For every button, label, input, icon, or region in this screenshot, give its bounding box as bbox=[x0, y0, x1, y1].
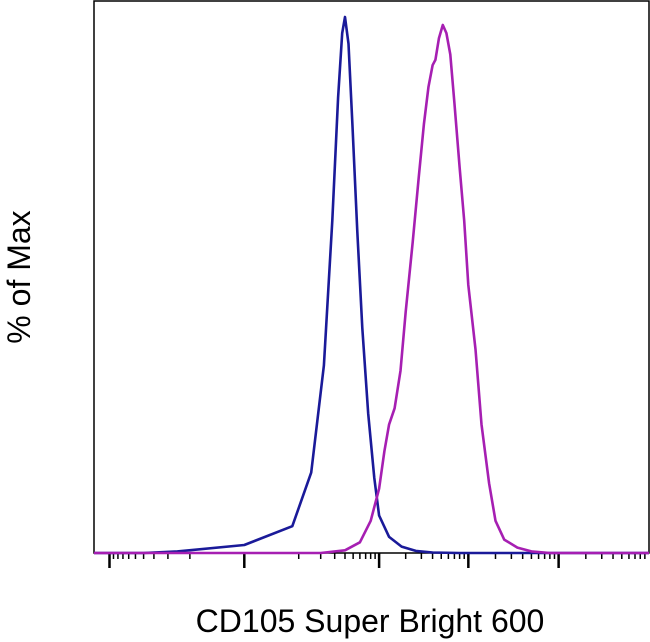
plot-frame bbox=[93, 0, 650, 554]
series-curves bbox=[94, 15, 649, 555]
series-line-2 bbox=[94, 23, 649, 555]
x-axis-label: CD105 Super Bright 600 bbox=[196, 603, 545, 639]
y-axis-label: % of Max bbox=[1, 210, 37, 343]
series-line-1 bbox=[94, 15, 649, 555]
x-axis-ticks bbox=[108, 553, 646, 568]
